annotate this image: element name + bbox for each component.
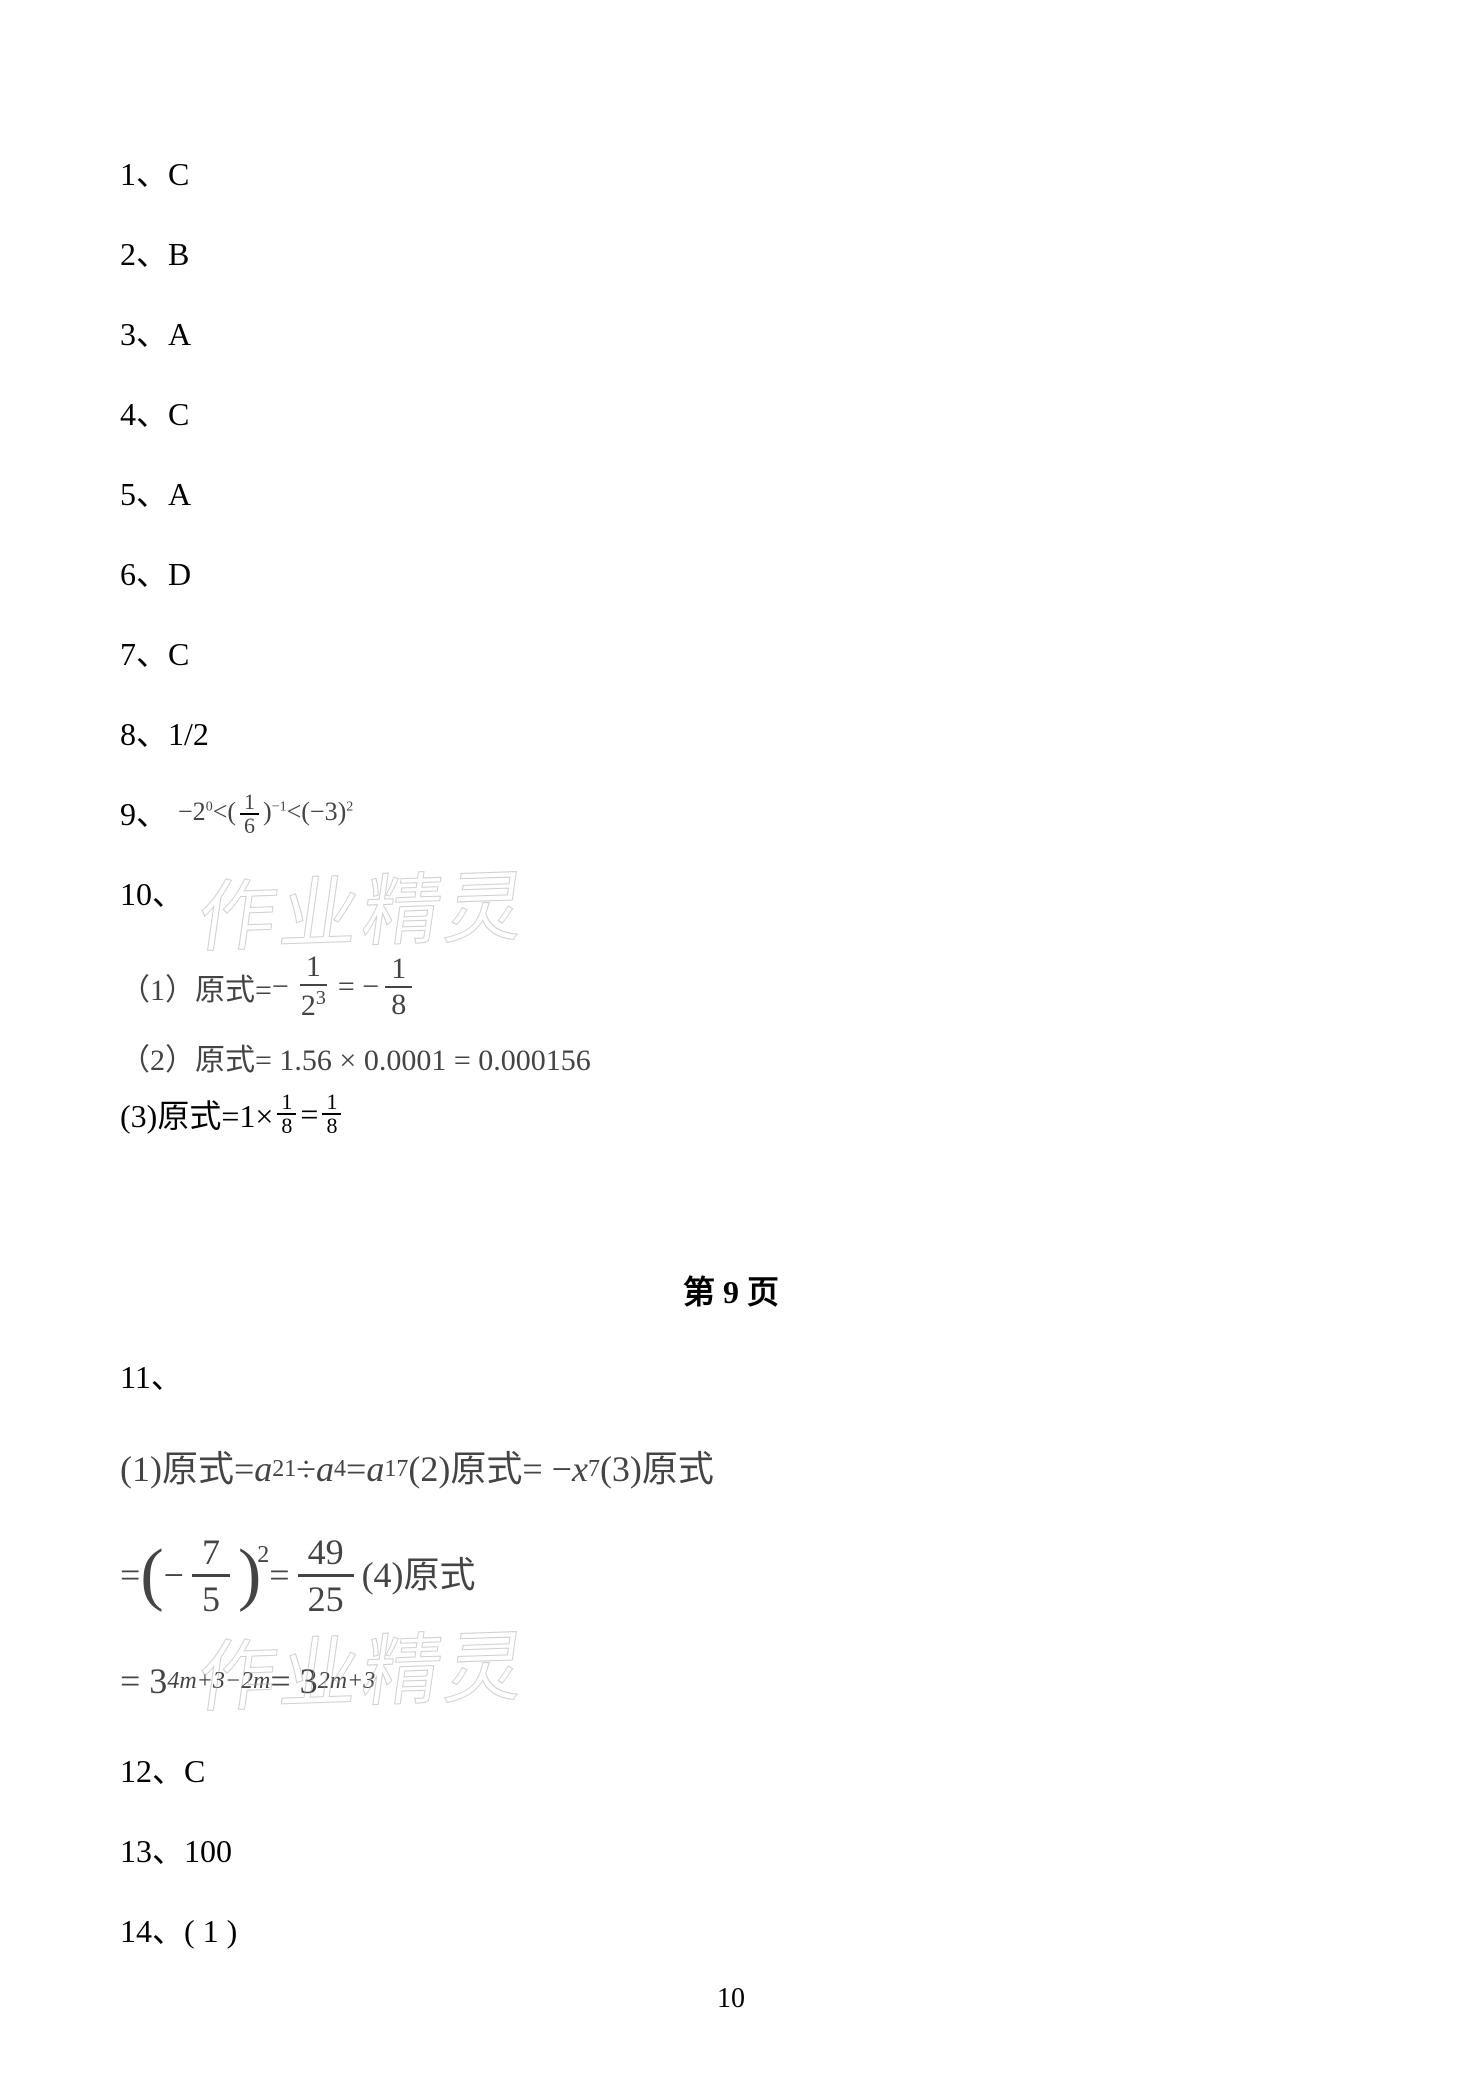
answer-7: 7、C [120, 630, 1342, 678]
expr-sup: 2m+3 [318, 1657, 376, 1705]
minus: − [164, 1539, 184, 1611]
answer-9-expression: −20<(16)−1<(−3)2 [178, 791, 353, 837]
answer-3: 3、A [120, 310, 1342, 358]
answer-9-label: 9、 [120, 790, 168, 838]
answer-10-sub2: （2）原式= 1.56 × 0.0001 = 0.000156 [120, 1035, 1342, 1079]
expr-part: (4)原式 [362, 1539, 476, 1611]
expr-sup: −1 [272, 799, 287, 814]
frac-num: 7 [192, 1530, 230, 1577]
frac-num: 49 [298, 1530, 354, 1577]
expr-sup: 7 [588, 1445, 600, 1493]
answer-1: 1、C [120, 150, 1342, 198]
frac-num: 1 [385, 952, 412, 988]
answer-10-sub1: （1）原式= − 1 23 = − 1 8 [120, 950, 1342, 1023]
frac-num: 1 [240, 791, 259, 815]
var-a: a [366, 1433, 384, 1505]
answer-13: 13、100 [120, 1827, 1342, 1875]
expr-sup: 2 [257, 1531, 269, 1579]
frac-den: 8 [385, 988, 412, 1022]
expr-div: ÷ [296, 1433, 316, 1505]
fraction: 1 8 [277, 1091, 296, 1137]
var-a: a [254, 1433, 272, 1505]
answer-2: 2、B [120, 230, 1342, 278]
document-content: 1、C 2、B 3、A 4、C 5、A 6、D 7、C 8、1/2 9、 −20… [0, 0, 1462, 2027]
expr-eq: = [300, 1096, 318, 1133]
answer-5: 5、A [120, 470, 1342, 518]
answer-12: 12、C [120, 1747, 1342, 1795]
answer-11: 11、 [120, 1353, 1342, 1401]
expr-sup: 2 [346, 799, 353, 814]
den-base: 2 [301, 989, 316, 1022]
expr-part: (3)原式 [600, 1433, 714, 1505]
answer-11-expression: (1)原式= a21 ÷ a4 = a17 (2)原式= − x7 (3)原式 … [120, 1433, 1342, 1717]
frac-den: 8 [322, 1115, 341, 1137]
frac-den: 23 [295, 986, 332, 1023]
fraction: 1 23 [295, 950, 332, 1023]
frac-den: 8 [277, 1115, 296, 1137]
expr-label: (3)原式=1× [120, 1091, 273, 1137]
den-sup: 3 [316, 987, 326, 1009]
expr-mid: = − [338, 970, 379, 1004]
expr-line1: (1)原式= a21 ÷ a4 = a17 (2)原式= − x7 (3)原式 [120, 1433, 1342, 1505]
frac-num: 1 [322, 1091, 341, 1115]
expr-sup: 21 [272, 1445, 296, 1493]
expr-sup: 4m+3−2m [167, 1657, 270, 1705]
frac-num: 1 [277, 1091, 296, 1115]
page-footer-number: 10 [0, 1983, 1462, 2015]
frac-den: 25 [298, 1577, 354, 1621]
expr-label: （1）原式= [120, 965, 272, 1009]
expr-eq: = [346, 1433, 366, 1505]
expr-sup: 4 [334, 1445, 346, 1493]
answer-8: 8、1/2 [120, 710, 1342, 758]
expr-eq: = [269, 1539, 289, 1611]
fraction: 1 8 [322, 1091, 341, 1137]
expr-line3: = 34m+3−2m = 32m+3 [120, 1645, 1342, 1717]
expr-part: <( [213, 797, 236, 826]
var-x: x [572, 1433, 588, 1505]
paren-left: ( [140, 1505, 163, 1645]
frac-den: 5 [192, 1577, 230, 1621]
expr-part: <(−3) [287, 797, 347, 826]
answer-4: 4、C [120, 390, 1342, 438]
fraction: 49 25 [298, 1530, 354, 1621]
frac-num: 1 [300, 950, 327, 986]
answer-10: 10、 [120, 870, 1342, 918]
var-a: a [316, 1433, 334, 1505]
expr-part: −2 [178, 797, 206, 826]
minus: − [272, 970, 289, 1004]
fraction: 16 [240, 791, 259, 837]
page-header: 第 9 页 [120, 1267, 1342, 1313]
expr-part: = 3 [120, 1645, 167, 1717]
expr-part: (2)原式= − [408, 1433, 572, 1505]
expr-line2: = ( − 7 5 ) 2 = 49 25 (4)原式 [120, 1505, 1342, 1645]
answer-14: 14、( 1 ) [120, 1907, 1342, 1955]
frac-den: 6 [240, 815, 259, 837]
fraction: 1 8 [385, 952, 412, 1022]
answer-9: 9、 −20<(16)−1<(−3)2 [120, 790, 1342, 838]
expr-sup: 17 [384, 1445, 408, 1493]
expr-sup: 0 [206, 799, 213, 814]
expr-part: = 3 [270, 1645, 317, 1717]
answer-10-sub3: (3)原式=1× 1 8 = 1 8 [120, 1091, 1342, 1137]
fraction: 7 5 [192, 1530, 230, 1621]
spacer [120, 1147, 1342, 1237]
expr-part: (1)原式= [120, 1433, 254, 1505]
expr-eq: = [120, 1539, 140, 1611]
answer-6: 6、D [120, 550, 1342, 598]
expr-part: ) [263, 797, 272, 826]
